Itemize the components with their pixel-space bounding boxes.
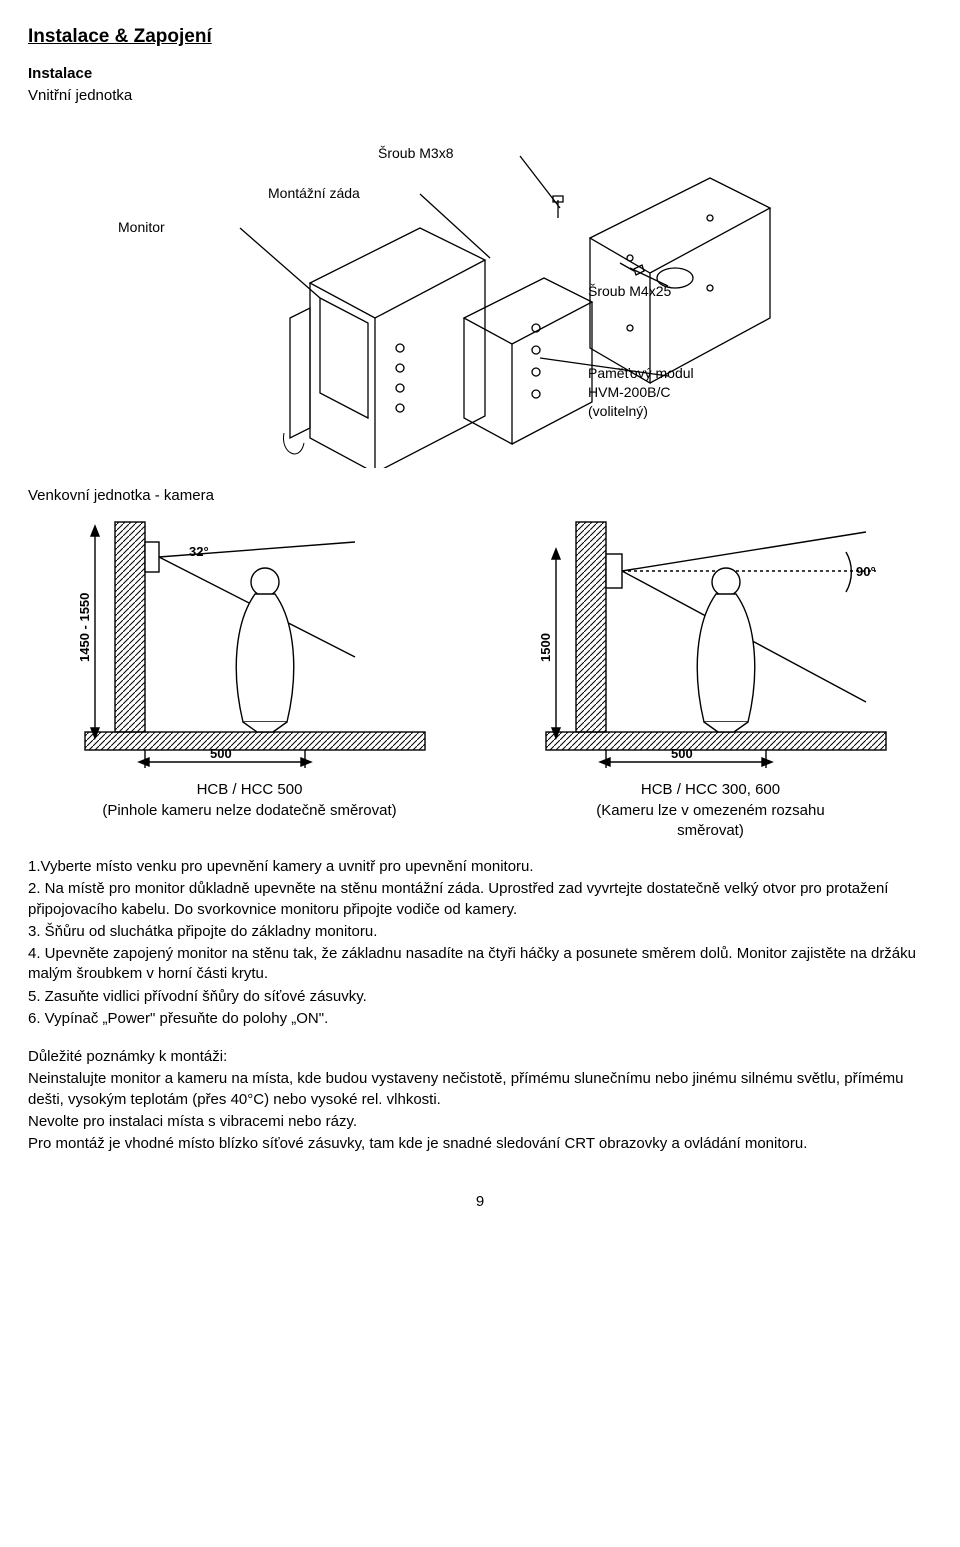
- page-title: Instalace & Zapojení: [28, 24, 932, 50]
- outdoor-unit-heading: Venkovní jednotka - kamera: [28, 486, 932, 506]
- note-1: Neinstalujte monitor a kameru na místa, …: [28, 1069, 932, 1110]
- step-5: 5. Zasuňte vidlici přívodní šňůry do síť…: [28, 987, 932, 1007]
- note-2: Nevolte pro instalaci místa s vibracemi …: [28, 1112, 932, 1132]
- installation-steps: 1.Vyberte místo venku pro upevnění kamer…: [28, 857, 932, 1029]
- screw-m4x25-label: Šroub M4x25: [588, 282, 671, 301]
- indoor-unit-diagram: Monitor Montážní záda Šroub M3x8 Šroub M…: [28, 108, 932, 468]
- screw-m3x8-label: Šroub M3x8: [378, 144, 453, 163]
- caption-right: HCB / HCC 300, 600 (Kameru lze v omezené…: [489, 780, 932, 841]
- subsection-heading: Vnitřní jednotka: [28, 86, 932, 106]
- svg-text:500: 500: [210, 746, 232, 761]
- monitor-label: Monitor: [118, 218, 165, 237]
- note-3: Pro montáž je vhodné místo blízko síťové…: [28, 1134, 932, 1154]
- page-number: 9: [28, 1192, 932, 1212]
- svg-text:90°: 90°: [856, 564, 876, 579]
- step-3: 3. Šňůru od sluchátka připojte do základ…: [28, 922, 932, 942]
- diagram-captions: HCB / HCC 500 (Pinhole kameru nelze doda…: [28, 780, 932, 841]
- caption-left: HCB / HCC 500 (Pinhole kameru nelze doda…: [28, 780, 471, 841]
- svg-text:32°: 32°: [189, 544, 209, 559]
- step-4: 4. Upevněte zapojený monitor na stěnu ta…: [28, 944, 932, 985]
- exploded-view-svg: [120, 108, 840, 468]
- camera-diagram-hcb500: 1450 - 1550 32° 500: [28, 512, 471, 772]
- step-1: 1.Vyberte místo venku pro upevnění kamer…: [28, 857, 932, 877]
- camera-height-diagrams: 1450 - 1550 32° 500: [28, 512, 932, 772]
- mount-back-label: Montážní záda: [268, 184, 360, 203]
- svg-text:1500: 1500: [538, 633, 553, 662]
- svg-text:500: 500: [671, 746, 693, 761]
- svg-text:1450 - 1550: 1450 - 1550: [77, 593, 92, 662]
- step-2: 2. Na místě pro monitor důkladně upevnět…: [28, 879, 932, 920]
- camera-diagram-hcb300-600: 1500 90° 500: [489, 512, 932, 772]
- important-notes: Důležité poznámky k montáži: Neinstalujt…: [28, 1047, 932, 1154]
- step-6: 6. Vypínač „Power" přesuňte do polohy „O…: [28, 1009, 932, 1029]
- notes-heading: Důležité poznámky k montáži:: [28, 1047, 932, 1067]
- memory-module-label: Paměťový modul HVM-200B/C (volitelný): [588, 364, 694, 421]
- section-heading: Instalace: [28, 64, 932, 84]
